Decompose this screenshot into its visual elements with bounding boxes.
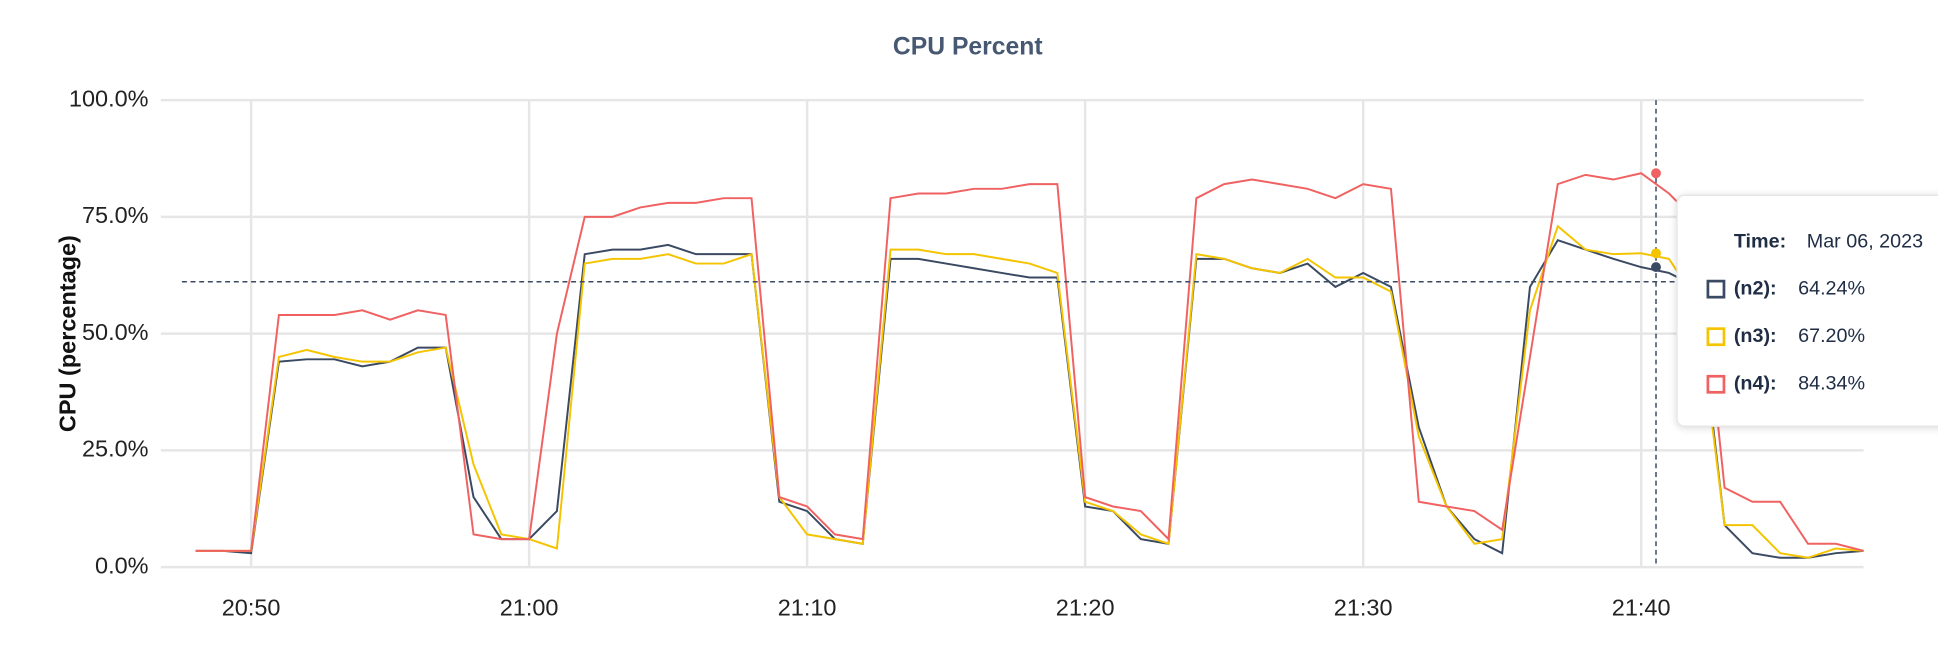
tooltip-value: 84.34% [1798, 372, 1865, 394]
tooltip: Time: Mar 06, 2023 (n2): 64.24% (n3): 67.20% (… [181, 100, 1938, 568]
tooltip-time: Mar 06, 2023 [1807, 230, 1923, 252]
tooltip-title: Time: [1734, 230, 1786, 252]
legend-swatch [1706, 327, 1726, 347]
x-tick-label: 21:40 [1612, 594, 1671, 620]
legend-swatch [1706, 374, 1726, 394]
y-tick-label: 75.0% [82, 202, 149, 228]
hover-dot [1651, 262, 1661, 273]
y-tick-label: 50.0% [82, 319, 149, 345]
y-tick-label: 25.0% [82, 436, 149, 462]
lines [195, 172, 1864, 559]
hover-dot [1651, 168, 1661, 179]
tooltip-box [1676, 194, 1938, 427]
x-tick-label: 21:00 [500, 594, 559, 620]
chart-title: CPU Percent [893, 34, 1043, 61]
series-line [195, 172, 1864, 552]
x-tick-label: 21:20 [1056, 594, 1115, 620]
legend-swatch [1706, 279, 1726, 299]
series-line [195, 224, 1864, 559]
series-line [195, 239, 1864, 559]
y-tick-label: 100.0% [69, 85, 149, 111]
y-tick-label: 0.0% [95, 552, 149, 578]
tooltip-value: 64.24% [1798, 277, 1865, 299]
grid: 0.0% 25.0% 50.0% 75.0% 100.0% 20:50 21:00 21:10… [69, 85, 1864, 620]
legend-label: (n4): [1734, 372, 1777, 394]
legend-label: (n2): [1734, 277, 1777, 299]
x-tick-label: 21:30 [1334, 594, 1393, 620]
tooltip-value: 67.20% [1798, 325, 1865, 347]
y-axis-label: CPU (percentage) [55, 235, 81, 432]
x-tick-label: 20:50 [222, 594, 281, 620]
hover-dot [1651, 248, 1661, 259]
x-tick-label: 21:10 [778, 594, 837, 620]
legend-label: (n3): [1734, 325, 1777, 347]
